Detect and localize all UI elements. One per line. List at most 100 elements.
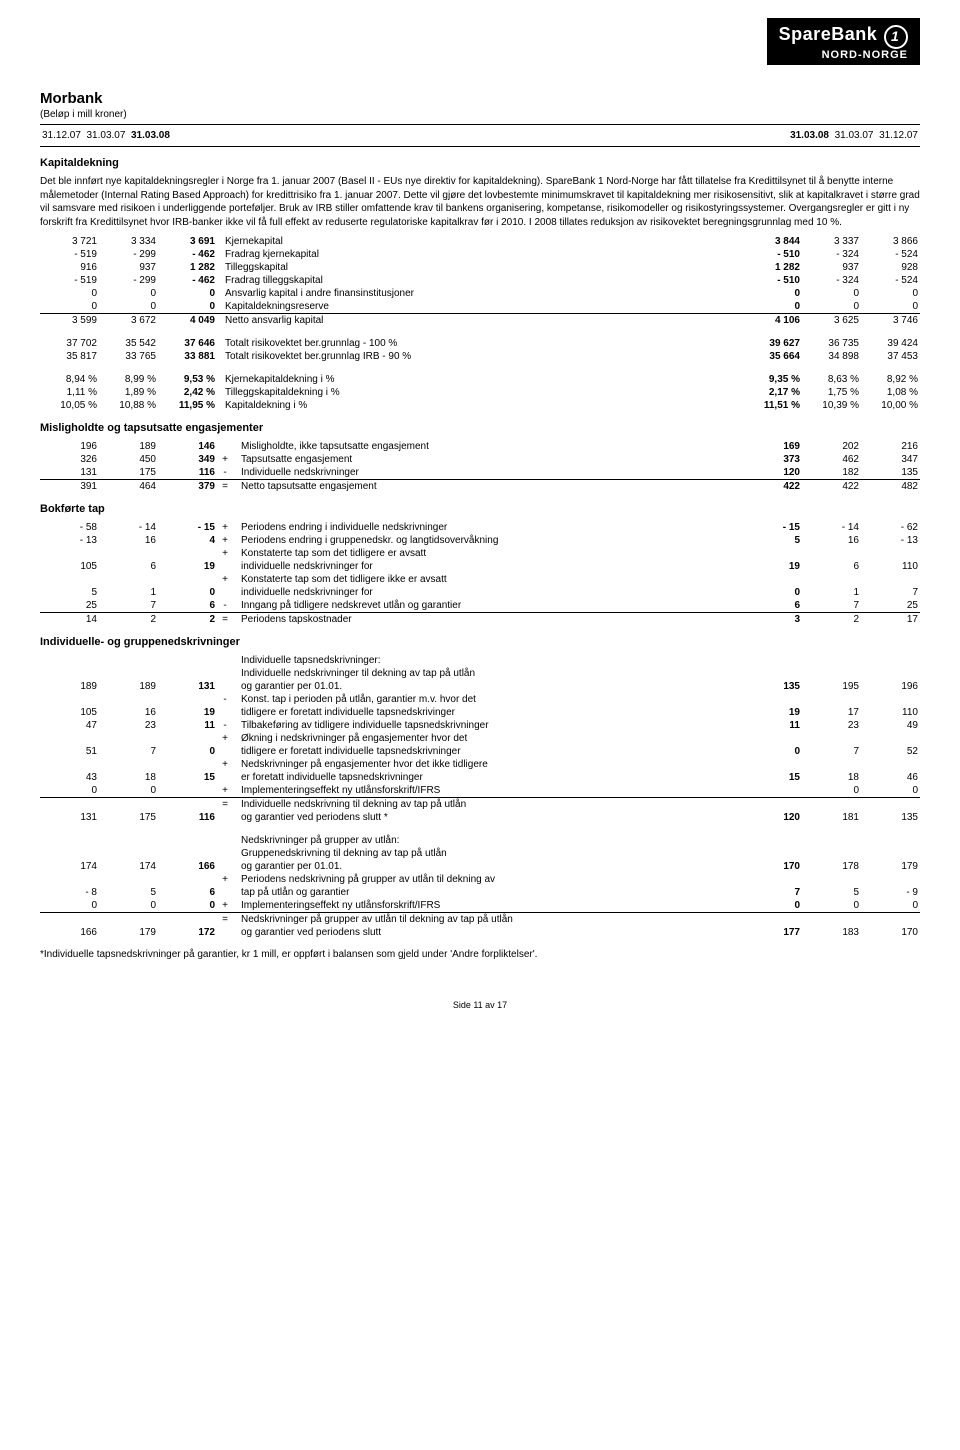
cell: 19 — [743, 706, 802, 719]
cell: 0 — [40, 784, 99, 798]
cell: 3 721 — [40, 235, 99, 248]
cell: 43 — [40, 771, 99, 784]
row-label: Kjernekapitaldekning i % — [217, 373, 743, 386]
cell: 347 — [861, 453, 920, 466]
op — [217, 560, 233, 573]
cell: 4 049 — [158, 314, 217, 328]
row-label: tidligere er foretatt individuelle tapsn… — [233, 745, 743, 758]
cell: 11 — [743, 719, 802, 732]
cell: 937 — [802, 261, 861, 274]
cell: 6 — [158, 886, 217, 899]
cell: 146 — [158, 440, 217, 453]
op: + — [217, 547, 233, 560]
cell: 19 — [743, 560, 802, 573]
cell: 15 — [158, 771, 217, 784]
cell: - 462 — [158, 274, 217, 287]
section3-title: Bokførte tap — [40, 503, 920, 515]
cell: 49 — [861, 719, 920, 732]
cell: 3 691 — [158, 235, 217, 248]
cell: 928 — [861, 261, 920, 274]
cell: 189 — [99, 440, 158, 453]
row-label: og garantier per 01.01. — [233, 680, 743, 693]
cell — [158, 547, 217, 560]
cell: - 519 — [40, 248, 99, 261]
cell — [743, 913, 802, 927]
cell: 8,92 % — [861, 373, 920, 386]
cell: 179 — [861, 860, 920, 873]
op: + — [217, 784, 233, 798]
row-label: Nedskrivninger på engasjementer hvor det… — [233, 758, 743, 771]
cell: 0 — [802, 784, 861, 798]
cell — [99, 573, 158, 586]
cell: 17 — [861, 613, 920, 627]
cell: 0 — [861, 287, 920, 300]
cell — [99, 798, 158, 812]
op — [217, 811, 233, 824]
cell — [158, 732, 217, 745]
cell: 19 — [158, 560, 217, 573]
cell — [40, 573, 99, 586]
cell — [861, 913, 920, 927]
cell: 0 — [861, 784, 920, 798]
cell: 1,08 % — [861, 386, 920, 399]
row-label: Tilleggskapital — [217, 261, 743, 274]
cell: 178 — [802, 860, 861, 873]
op: - — [217, 599, 233, 613]
cell: - 58 — [40, 521, 99, 534]
cell — [802, 758, 861, 771]
cell: - 13 — [40, 534, 99, 547]
cell: 131 — [40, 466, 99, 480]
row-label: Kapitaldekning i % — [217, 399, 743, 412]
op: + — [217, 758, 233, 771]
cell: 2 — [99, 613, 158, 627]
cell — [99, 873, 158, 886]
cell — [861, 693, 920, 706]
cell — [802, 732, 861, 745]
row-label: Tilbakeføring av tidligere individuelle … — [233, 719, 743, 732]
cell: 3 866 — [861, 235, 920, 248]
cell: 25 — [40, 599, 99, 613]
cell — [861, 573, 920, 586]
cell: 16 — [802, 534, 861, 547]
op — [217, 586, 233, 599]
cell: 3 844 — [743, 235, 802, 248]
cell: 37 453 — [861, 350, 920, 363]
row-label: Totalt risikovektet ber.grunnlag IRB - 9… — [217, 350, 743, 363]
row-label: tap på utlån og garantier — [233, 886, 743, 899]
op: + — [217, 899, 233, 913]
logo-sub: NORD-NORGE — [822, 49, 908, 61]
cell: 36 735 — [802, 337, 861, 350]
cell: 172 — [158, 926, 217, 939]
row-label: er foretatt individuelle tapsnedskrivnin… — [233, 771, 743, 784]
op: - — [217, 719, 233, 732]
cell: 37 702 — [40, 337, 99, 350]
cell: 182 — [802, 466, 861, 480]
row-label: Konstaterte tap som det tidligere ikke e… — [233, 573, 743, 586]
cell: 34 898 — [802, 350, 861, 363]
cell: 4 — [158, 534, 217, 547]
cell: 0 — [802, 287, 861, 300]
cell: 8,99 % — [99, 373, 158, 386]
cell — [40, 693, 99, 706]
cell: 0 — [158, 745, 217, 758]
cell: 174 — [99, 860, 158, 873]
cell: 183 — [802, 926, 861, 939]
cell: - 324 — [802, 274, 861, 287]
cell: 7 — [861, 586, 920, 599]
cell: 39 627 — [743, 337, 802, 350]
cell: 0 — [99, 784, 158, 798]
cell — [158, 693, 217, 706]
cell: 35 817 — [40, 350, 99, 363]
op: + — [217, 453, 233, 466]
cell: 9,35 % — [743, 373, 802, 386]
table-prosent: 8,94 %8,99 %9,53 %Kjernekapitaldekning i… — [40, 373, 920, 412]
op: + — [217, 534, 233, 547]
cell: 6 — [802, 560, 861, 573]
cell: 0 — [802, 899, 861, 913]
cell: 3 — [743, 613, 802, 627]
row-label: Periodens endring i gruppenedskr. og lan… — [233, 534, 743, 547]
date-right-2: 31.12.07 — [879, 130, 918, 141]
cell: 0 — [802, 300, 861, 314]
op: + — [217, 732, 233, 745]
row-label: Totalt risikovektet ber.grunnlag - 100 % — [217, 337, 743, 350]
